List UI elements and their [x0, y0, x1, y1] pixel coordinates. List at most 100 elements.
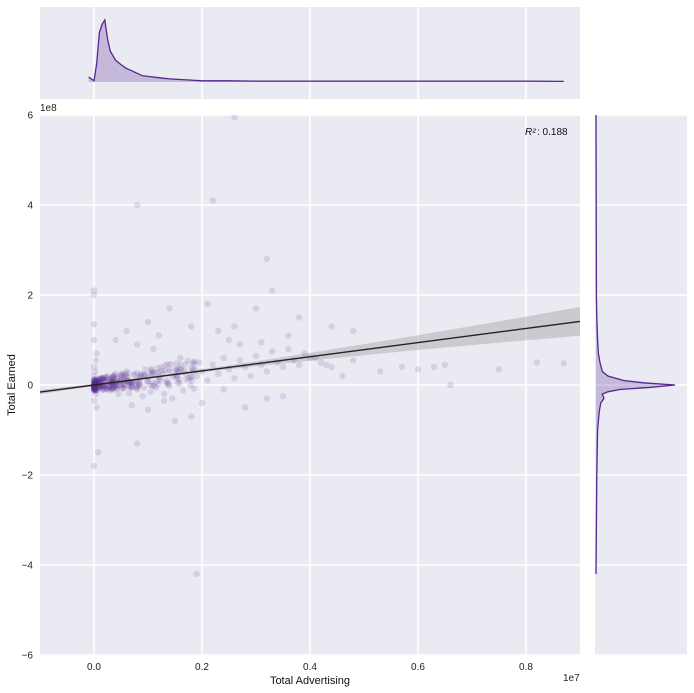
- scatter-point: [118, 381, 125, 388]
- scatter-point: [128, 402, 135, 409]
- scatter-point: [120, 384, 127, 391]
- scatter-point: [187, 374, 194, 381]
- scatter-point: [231, 323, 238, 330]
- regression-line-group: [40, 320, 580, 393]
- scatter-point: [296, 314, 303, 321]
- scatter-point: [149, 382, 156, 390]
- scatter-point: [130, 370, 137, 378]
- scatter-point: [90, 378, 98, 385]
- scatter-point: [171, 417, 179, 425]
- scatter-point: [90, 385, 98, 393]
- scatter-point: [495, 366, 503, 373]
- scatter-point: [148, 368, 155, 376]
- x-tick-label: 0.8: [519, 662, 533, 673]
- scatter-point: [142, 372, 150, 379]
- scatter-point: [242, 404, 249, 411]
- scatter-point: [97, 377, 105, 384]
- scatter-point: [285, 332, 292, 339]
- scatter-point: [92, 387, 99, 394]
- scatter-point: [176, 380, 183, 387]
- scatter-point: [120, 385, 127, 392]
- scatter-point: [95, 376, 102, 383]
- scatter-point: [147, 367, 154, 374]
- scatter-point: [147, 388, 154, 395]
- scatter-point: [560, 360, 567, 367]
- scatter-point: [92, 390, 99, 398]
- scatter-point: [196, 359, 203, 366]
- scatter-point: [220, 386, 227, 393]
- scatter-point: [177, 365, 185, 373]
- scatter-point: [90, 321, 98, 328]
- scatter-point: [91, 386, 98, 393]
- y-tick-labels: −6 −4 −2 0 2 4 6: [22, 111, 34, 662]
- scatter-point: [93, 378, 100, 385]
- y-tick-label: 2: [27, 291, 33, 302]
- scatter-point: [188, 364, 195, 372]
- scatter-point: [91, 376, 98, 383]
- scatter-point: [90, 462, 98, 470]
- scatter-point: [182, 360, 189, 368]
- scatter-point: [95, 375, 102, 383]
- scatter-point: [236, 357, 243, 364]
- scatter-point: [110, 374, 117, 381]
- scatter-point: [110, 374, 117, 381]
- scatter-point: [164, 361, 172, 368]
- y-tick-label: 0: [27, 381, 33, 392]
- scatter-point: [137, 371, 145, 378]
- scatter-point: [441, 361, 449, 368]
- scatter-point: [110, 372, 117, 379]
- scatter-point: [91, 387, 98, 394]
- scatter-point: [174, 379, 181, 386]
- scatter-point: [134, 440, 141, 447]
- scatter-point: [111, 372, 118, 379]
- scatter-point: [122, 382, 129, 389]
- scatter-point: [172, 367, 180, 374]
- scatter-point: [92, 384, 99, 392]
- scatter-point: [98, 375, 106, 382]
- scatter-point: [96, 384, 103, 391]
- scatter-point: [110, 382, 118, 390]
- scatter-point: [114, 374, 122, 382]
- scatter-point: [118, 371, 126, 379]
- scatter-point: [103, 376, 111, 383]
- scatter-point: [123, 327, 130, 335]
- scatter-point: [91, 368, 99, 375]
- scatter-point: [225, 336, 233, 344]
- scatter-point: [92, 379, 99, 386]
- scatter-point: [91, 384, 98, 391]
- scatter-point: [90, 387, 98, 394]
- scatter-point: [190, 385, 198, 392]
- scatter-point: [166, 305, 173, 312]
- scatter-point: [109, 376, 117, 383]
- scatter-point: [144, 378, 151, 385]
- scatter-point: [90, 378, 98, 386]
- scatter-point: [150, 345, 157, 353]
- r-squared-annotation: R² : 0.188: [525, 127, 568, 138]
- scatter-point: [93, 404, 100, 411]
- scatter-point: [169, 395, 176, 402]
- scatter-point: [123, 368, 130, 375]
- x-tick-label: 0.6: [411, 662, 425, 673]
- scatter-point: [95, 385, 102, 392]
- scatter-point: [179, 387, 187, 394]
- scatter-point: [91, 377, 99, 384]
- scatter-point: [209, 361, 216, 368]
- scatter-point: [128, 383, 135, 390]
- scatter-point: [187, 382, 194, 389]
- scatter-point: [161, 397, 168, 404]
- scatter-point: [193, 570, 200, 578]
- scatter-point: [152, 384, 160, 391]
- scatter-point: [93, 386, 100, 394]
- scatter-point: [92, 357, 99, 364]
- scatter-point: [90, 384, 98, 392]
- scatter-point: [118, 385, 126, 392]
- scatter-point: [93, 386, 100, 394]
- scatter-point: [154, 364, 161, 372]
- scatter-point: [155, 381, 162, 388]
- y-tick-label: 4: [27, 201, 33, 212]
- main-grid: [40, 114, 580, 656]
- x-tick-label: 0.4: [303, 662, 317, 673]
- y-tick-label: −2: [22, 471, 34, 482]
- x-offset-label: 1e7: [563, 673, 580, 684]
